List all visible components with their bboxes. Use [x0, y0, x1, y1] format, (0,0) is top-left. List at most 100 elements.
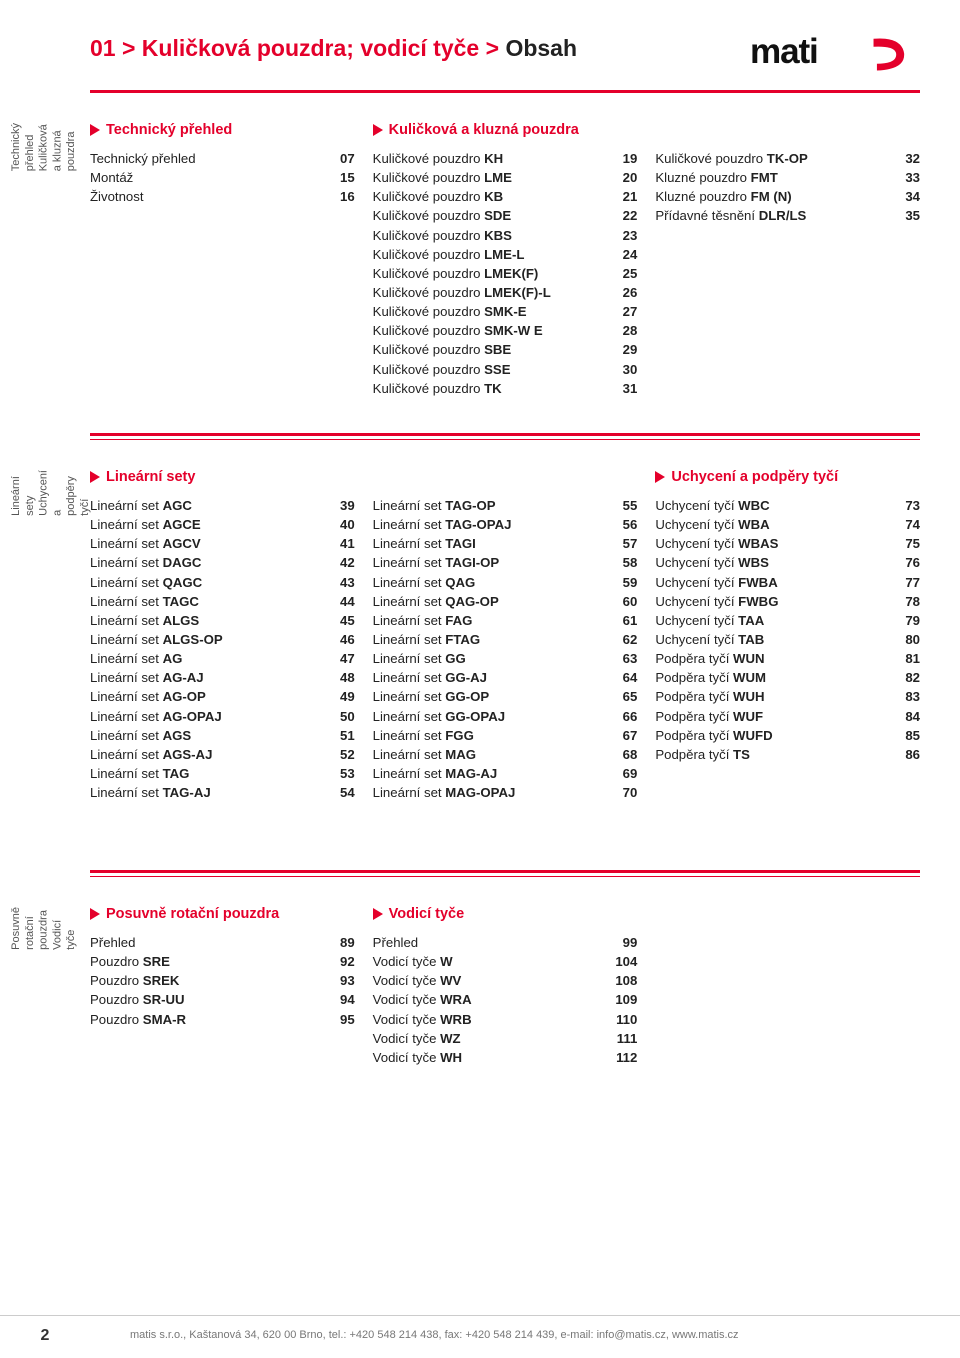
toc-entry[interactable]: Vodicí tyče WRB110 — [373, 1010, 638, 1029]
toc-entry-label: Kuličkové pouzdro LME — [373, 168, 608, 187]
toc-entry[interactable]: Lineární set AG-OP49 — [90, 687, 355, 706]
toc-entry[interactable]: Lineární set MAG68 — [373, 745, 638, 764]
toc-entry[interactable]: Lineární set GG-OP65 — [373, 687, 638, 706]
toc-entry[interactable]: Lineární set MAG-OPAJ70 — [373, 783, 638, 802]
toc-entry[interactable]: Kuličkové pouzdro SSE30 — [373, 360, 638, 379]
toc-entry-prefix: Kuličkové pouzdro — [373, 170, 484, 185]
toc-entry[interactable]: Životnost16 — [90, 187, 355, 206]
toc-entry[interactable]: Lineární set DAGC42 — [90, 553, 355, 572]
toc-entry[interactable]: Podpěra tyčí WUH83 — [655, 687, 920, 706]
toc-entry[interactable]: Kuličkové pouzdro KB21 — [373, 187, 638, 206]
toc-entry[interactable]: Přídavné těsnění DLR/LS35 — [655, 206, 920, 225]
toc-entry-code: GG-AJ — [445, 670, 487, 685]
toc-entry[interactable]: Uchycení tyčí WBC73 — [655, 496, 920, 515]
toc-entry[interactable]: Kuličkové pouzdro LMEK(F)-L26 — [373, 283, 638, 302]
toc-entry[interactable]: Kuličkové pouzdro SMK-E27 — [373, 302, 638, 321]
toc-entry[interactable]: Uchycení tyčí WBA74 — [655, 515, 920, 534]
toc-entry[interactable]: Lineární set AGC39 — [90, 496, 355, 515]
toc-entry[interactable]: Lineární set AGS-AJ52 — [90, 745, 355, 764]
toc-entry[interactable]: Kluzné pouzdro FMT33 — [655, 168, 920, 187]
toc-entry[interactable]: Vodicí tyče WZ111 — [373, 1029, 638, 1048]
toc-entry[interactable]: Lineární set TAGC44 — [90, 592, 355, 611]
toc-entry[interactable]: Pouzdro SMA-R95 — [90, 1010, 355, 1029]
toc-entry[interactable]: Lineární set AGCV41 — [90, 534, 355, 553]
toc-entry[interactable]: Lineární set TAG-OP55 — [373, 496, 638, 515]
toc-entry[interactable]: Kuličkové pouzdro SBE29 — [373, 340, 638, 359]
toc-entry[interactable]: Lineární set FTAG62 — [373, 630, 638, 649]
heading-text: Lineární sety — [106, 468, 195, 486]
toc-entry-code: TAG — [163, 766, 190, 781]
toc-entry[interactable]: Uchycení tyčí FWBG78 — [655, 592, 920, 611]
toc-entry-code: TAGI — [445, 536, 476, 551]
toc-entry[interactable]: Uchycení tyčí WBAS75 — [655, 534, 920, 553]
toc-entry[interactable]: Lineární set GG-AJ64 — [373, 668, 638, 687]
toc-entry[interactable]: Lineární set TAGI57 — [373, 534, 638, 553]
toc-entry[interactable]: Podpěra tyčí TS86 — [655, 745, 920, 764]
toc-entry[interactable]: Pouzdro SR-UU94 — [90, 990, 355, 1009]
toc-entry[interactable]: Kuličkové pouzdro LME-L24 — [373, 245, 638, 264]
toc-entry-prefix: Lineární set — [373, 632, 446, 647]
toc-entry[interactable]: Lineární set QAG-OP60 — [373, 592, 638, 611]
toc-entry[interactable]: Lineární set AGCE40 — [90, 515, 355, 534]
toc-entry[interactable]: Montáž15 — [90, 168, 355, 187]
toc-entry[interactable]: Lineární set QAG59 — [373, 573, 638, 592]
toc-entry-label: Přehled — [373, 933, 608, 952]
toc-entry[interactable]: Vodicí tyče WRA109 — [373, 990, 638, 1009]
triangle-icon — [373, 124, 383, 136]
toc-entry-label: Lineární set ALGS — [90, 611, 325, 630]
toc-entry-label: Lineární set GG — [373, 649, 608, 668]
toc-entry[interactable]: Uchycení tyčí TAB80 — [655, 630, 920, 649]
toc-entry[interactable]: Kuličkové pouzdro LMEK(F)25 — [373, 264, 638, 283]
toc-entry[interactable]: Lineární set ALGS45 — [90, 611, 355, 630]
toc-entry-code: AG-OP — [163, 689, 206, 704]
toc-entry[interactable]: Vodicí tyče WV108 — [373, 971, 638, 990]
toc-entry[interactable]: Vodicí tyče WH112 — [373, 1048, 638, 1067]
toc-entry[interactable]: Lineární set MAG-AJ69 — [373, 764, 638, 783]
toc-entry-page: 47 — [325, 649, 355, 668]
toc-entry[interactable]: Lineární set FGG67 — [373, 726, 638, 745]
toc-entry[interactable]: Lineární set TAG-OPAJ56 — [373, 515, 638, 534]
toc-entry[interactable]: Lineární set AGS51 — [90, 726, 355, 745]
toc-entry[interactable]: Lineární set ALGS-OP46 — [90, 630, 355, 649]
toc-entry[interactable]: Kuličkové pouzdro SDE22 — [373, 206, 638, 225]
toc-entry[interactable]: Uchycení tyčí WBS76 — [655, 553, 920, 572]
toc-entry[interactable]: Přehled99 — [373, 933, 638, 952]
toc-entry[interactable]: Vodicí tyče W104 — [373, 952, 638, 971]
toc-entry[interactable]: Kuličkové pouzdro KH19 — [373, 149, 638, 168]
toc-entry[interactable]: Technický přehled07 — [90, 149, 355, 168]
toc-entry[interactable]: Lineární set FAG61 — [373, 611, 638, 630]
toc-entry-page: 49 — [325, 687, 355, 706]
toc-entry[interactable]: Lineární set TAG53 — [90, 764, 355, 783]
toc-entry[interactable]: Kluzné pouzdro FM (N)34 — [655, 187, 920, 206]
toc-entry[interactable]: Kuličkové pouzdro KBS23 — [373, 226, 638, 245]
toc-entry-page: 110 — [607, 1010, 637, 1029]
toc-entry[interactable]: Podpěra tyčí WUF84 — [655, 707, 920, 726]
toc-entry[interactable]: Lineární set AG47 — [90, 649, 355, 668]
s1-col3: Kuličkové pouzdro TK-OP32Kluzné pouzdro … — [655, 121, 920, 398]
toc-entry[interactable]: Lineární set GG-OPAJ66 — [373, 707, 638, 726]
toc-entry[interactable]: Lineární set AG-OPAJ50 — [90, 707, 355, 726]
toc-entry[interactable]: Uchycení tyčí FWBA77 — [655, 573, 920, 592]
toc-entry[interactable]: Přehled89 — [90, 933, 355, 952]
toc-entry[interactable]: Lineární set AG-AJ48 — [90, 668, 355, 687]
toc-entry-page: 89 — [325, 933, 355, 952]
toc-entry-code: ALGS-OP — [163, 632, 223, 647]
toc-entry-code: WRB — [440, 1012, 472, 1027]
toc-entry[interactable]: Kuličkové pouzdro TK31 — [373, 379, 638, 398]
toc-entry[interactable]: Kuličkové pouzdro LME20 — [373, 168, 638, 187]
toc-entry[interactable]: Uchycení tyčí TAA79 — [655, 611, 920, 630]
toc-entry[interactable]: Kuličkové pouzdro SMK-W E28 — [373, 321, 638, 340]
toc-entry[interactable]: Kuličkové pouzdro TK-OP32 — [655, 149, 920, 168]
s1-col2: Kuličková a kluzná pouzdra Kuličkové pou… — [373, 121, 656, 398]
toc-entry-prefix: Kuličkové pouzdro — [373, 189, 484, 204]
toc-entry[interactable]: Pouzdro SRE92 — [90, 952, 355, 971]
toc-entry[interactable]: Lineární set GG63 — [373, 649, 638, 668]
toc-entry[interactable]: Podpěra tyčí WUFD85 — [655, 726, 920, 745]
toc-entry[interactable]: Podpěra tyčí WUM82 — [655, 668, 920, 687]
toc-entry[interactable]: Podpěra tyčí WUN81 — [655, 649, 920, 668]
toc-entry[interactable]: Lineární set TAGI-OP58 — [373, 553, 638, 572]
toc-entry[interactable]: Pouzdro SREK93 — [90, 971, 355, 990]
toc-entry[interactable]: Lineární set TAG-AJ54 — [90, 783, 355, 802]
toc-entry-label: Pouzdro SMA-R — [90, 1010, 325, 1029]
toc-entry[interactable]: Lineární set QAGC43 — [90, 573, 355, 592]
